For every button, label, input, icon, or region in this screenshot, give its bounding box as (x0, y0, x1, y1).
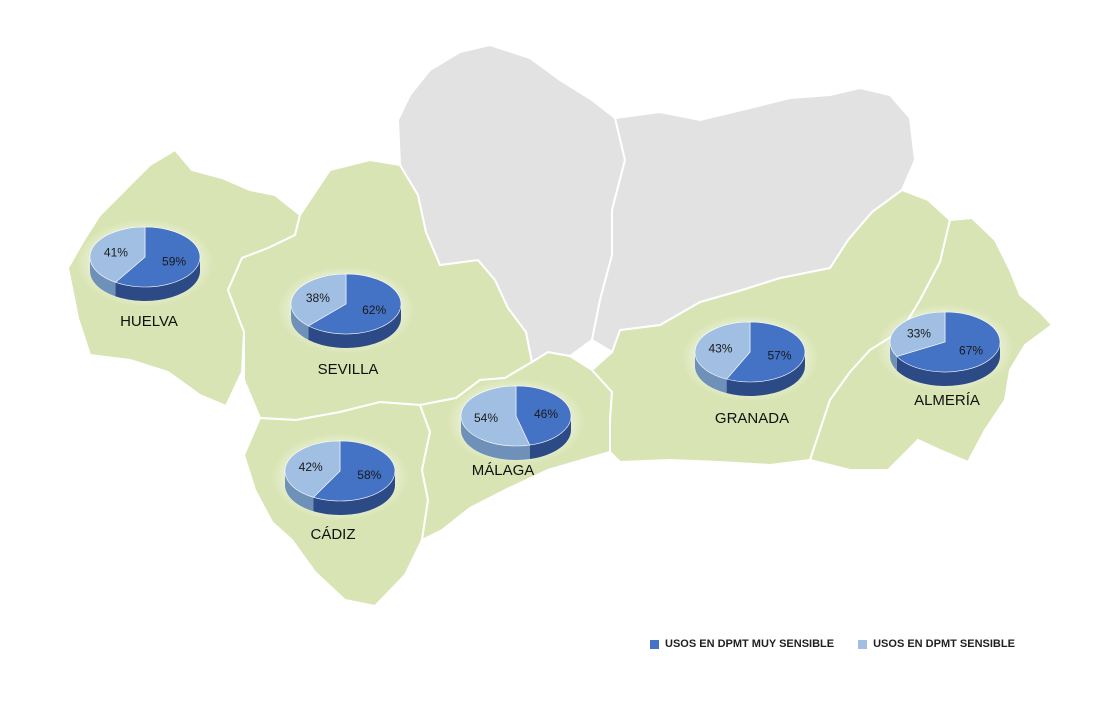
pie-side-sensible (290, 304, 309, 340)
province-label-sevilla: SEVILLA (318, 361, 379, 378)
pie-malaga: 46% 54% MÁLAGA (447, 378, 585, 479)
pie-label-sensible: 41% (104, 245, 128, 259)
pie-side-sensible (694, 352, 727, 394)
pie-granada: 57% 43% GRANADA (681, 314, 819, 427)
legend-swatch-sensible (858, 639, 868, 649)
pie-label-muy-sensible: 57% (768, 349, 792, 363)
legend: USOS EN DPMT MUY SENSIBLE USOS EN DPMT S… (650, 638, 1039, 650)
pie-slice-sensible (460, 385, 531, 447)
pie-almeria: 67% 33% ALMERÍA (876, 304, 1014, 409)
pie-slice-muy-sensible (726, 321, 806, 383)
province-label-huelva: HUELVA (120, 313, 178, 330)
pie-side-muy-sensible (115, 257, 200, 302)
legend-label-sensible: USOS EN DPMT SENSIBLE (873, 638, 1015, 650)
pie-side-sensible (890, 342, 897, 371)
pie-huelva: 59% 41% HUELVA (76, 219, 214, 330)
province-shape-jaen (590, 86, 917, 354)
pie-slice-muy-sensible (114, 226, 201, 288)
pie-label-sensible: 38% (306, 291, 330, 305)
pie-slice-sensible (889, 311, 946, 357)
pie-label-muy-sensible: 59% (162, 255, 186, 269)
pie-slice-sensible (694, 321, 751, 380)
pie-slice-sensible (290, 273, 347, 327)
pie-label-sensible: 54% (474, 411, 498, 425)
legend-label-muy-sensible: USOS EN DPMT MUY SENSIBLE (665, 638, 835, 650)
province-label-cadiz: CÁDIZ (311, 526, 356, 543)
pie-side-muy-sensible (726, 352, 805, 396)
pie-charts-layer: 59% 41% HUELVA 62% 38% SEVILLA 58% 42% CÁDIZ 46% 5… (76, 219, 1014, 543)
legend-swatch-muy-sensible (650, 639, 659, 649)
pie-slice-muy-sensible (312, 440, 396, 502)
pie-label-sensible: 42% (299, 460, 323, 474)
pie-label-muy-sensible: 58% (357, 468, 381, 482)
pie-label-muy-sensible: 67% (959, 343, 983, 357)
province-label-granada: GRANADA (715, 410, 789, 427)
pie-label-sensible: 43% (708, 341, 732, 355)
pie-sevilla: 62% 38% SEVILLA (277, 266, 415, 378)
pie-side-sensible (285, 471, 314, 512)
pie-side-sensible (461, 416, 530, 461)
pie-cadiz: 58% 42% CÁDIZ (271, 433, 409, 543)
pie-side-muy-sensible (896, 342, 1000, 386)
pie-label-sensible: 33% (907, 327, 931, 341)
pie-side-muy-sensible (313, 471, 395, 515)
pie-slice-muy-sensible (307, 273, 402, 335)
pie-slice-muy-sensible (896, 311, 1001, 373)
pie-side-muy-sensible (529, 416, 571, 460)
pie-slice-sensible (284, 440, 341, 498)
province-label-malaga: MÁLAGA (472, 462, 535, 479)
legend-item-sensible: USOS EN DPMT SENSIBLE (858, 638, 1015, 650)
province-label-almeria: ALMERÍA (914, 392, 980, 409)
pie-side-muy-sensible (308, 304, 401, 348)
pie-label-muy-sensible: 62% (362, 303, 386, 317)
pie-slice-sensible (89, 226, 146, 283)
pie-slice-muy-sensible (515, 385, 572, 446)
pie-side-sensible (90, 257, 116, 297)
pie-label-muy-sensible: 46% (534, 407, 558, 421)
legend-item-muy-sensible: USOS EN DPMT MUY SENSIBLE (650, 638, 834, 650)
